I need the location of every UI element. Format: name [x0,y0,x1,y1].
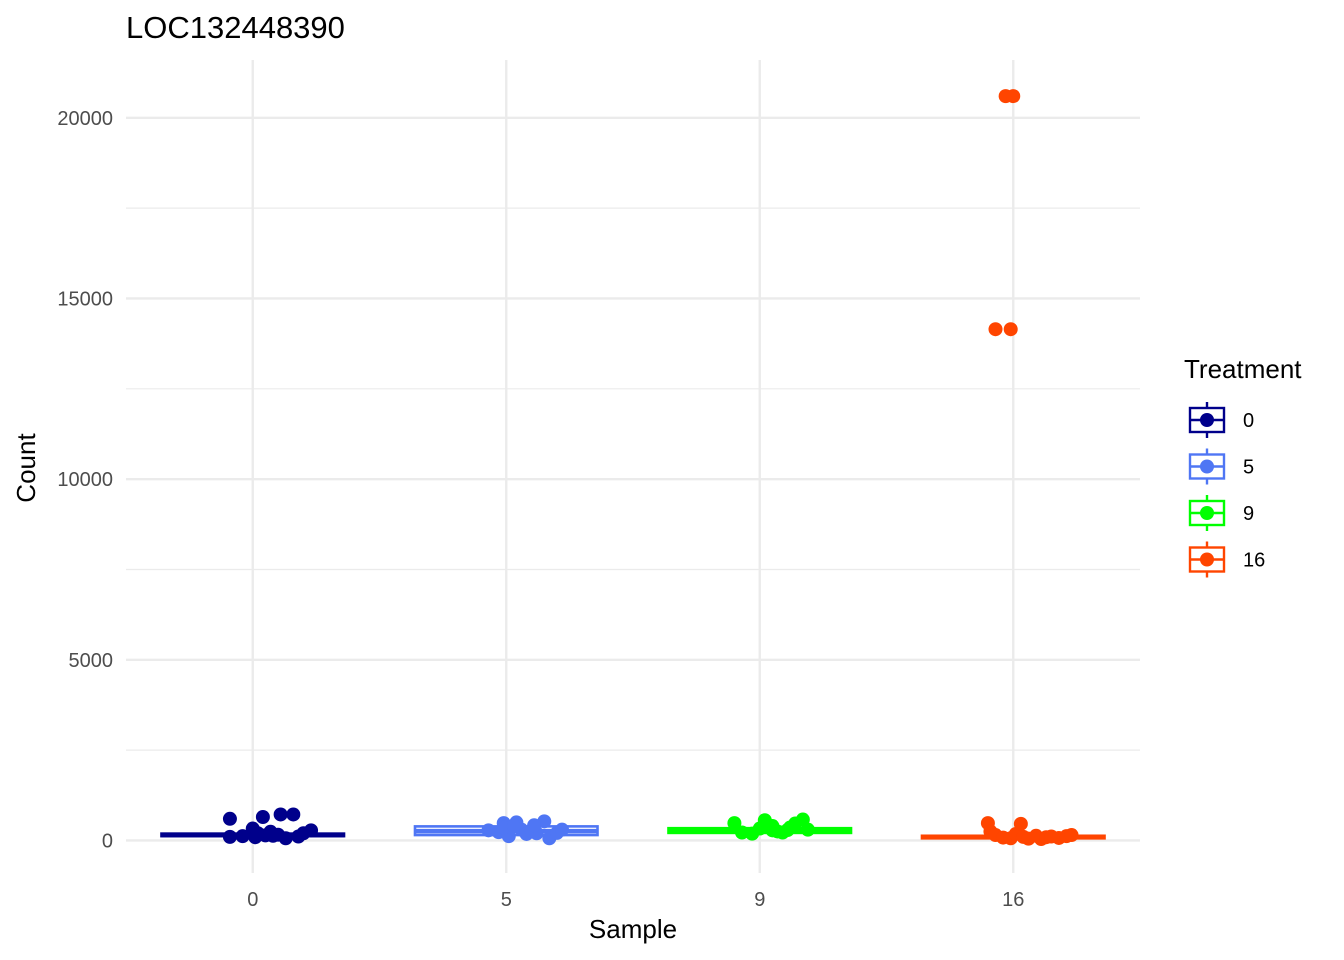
legend-point [1200,552,1214,567]
y-tick-label: 5000 [69,650,114,672]
legend-item-0: 0 [1188,402,1254,438]
y-tick-label: 0 [102,830,113,852]
data-point-16 [1013,816,1028,831]
x-tick-label: 5 [501,889,512,911]
x-axis-title: Sample [589,914,677,944]
x-tick-label: 16 [1002,889,1024,911]
data-point-0 [273,807,288,822]
legend-label: 5 [1243,457,1254,479]
y-tick-label: 10000 [57,469,113,491]
legend-label: 0 [1243,410,1254,432]
data-point-9 [800,822,815,837]
data-point-0 [286,807,301,822]
points [222,89,1079,847]
chart-title: LOC132448390 [126,10,345,45]
data-point-5 [527,818,542,833]
data-point-9 [727,816,742,831]
x-ticks: 0 5 9 16 [247,889,1024,911]
legend-item-5: 5 [1188,448,1254,485]
data-point-16 [988,322,1003,337]
legend: Treatment 0 5 9 16 [1184,354,1302,578]
data-point-0 [263,824,278,839]
x-tick-label: 9 [754,889,765,911]
data-point-9 [735,825,750,840]
data-point-5 [555,822,570,837]
legend-point [1200,459,1214,474]
legend-label: 16 [1243,550,1265,572]
data-point-0 [235,829,250,844]
data-point-0 [255,809,270,824]
legend-title: Treatment [1184,354,1302,384]
data-point-0 [304,823,319,838]
data-point-16 [1003,322,1018,337]
y-ticks: 0 5000 10000 15000 20000 [57,108,113,853]
data-point-5 [506,819,521,834]
data-point-0 [250,826,265,841]
grid [126,60,1140,873]
data-point-9 [765,823,780,838]
data-point-9 [780,823,795,838]
legend-item-9: 9 [1188,495,1254,531]
data-point-0 [278,831,293,846]
legend-point [1200,506,1214,520]
data-point-16 [1064,828,1079,843]
legend-item-16: 16 [1188,541,1265,578]
legend-label: 9 [1243,503,1254,525]
legend-point [1200,413,1214,427]
x-tick-label: 0 [247,889,258,911]
data-point-16 [1006,89,1021,104]
y-tick-label: 15000 [57,288,113,310]
data-point-0 [222,811,237,826]
y-axis-title: Count [11,433,41,503]
data-point-0 [222,829,237,844]
y-tick-label: 20000 [57,108,113,130]
